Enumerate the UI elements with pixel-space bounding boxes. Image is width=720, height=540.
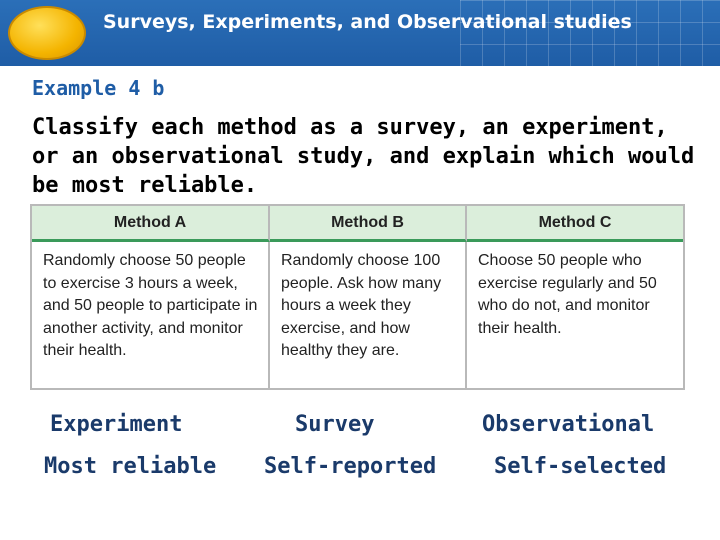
answer-method-b-type: Survey bbox=[295, 412, 375, 437]
answer-method-b-reliability: Self-reported bbox=[264, 454, 437, 479]
answer-method-a-type: Experiment bbox=[50, 412, 183, 437]
methods-table: Method A Method B Method C Randomly choo… bbox=[30, 204, 685, 390]
slide-title: Surveys, Experiments, and Observational … bbox=[103, 11, 632, 33]
instructions-text: Classify each method as a survey, an exp… bbox=[32, 115, 695, 198]
banner-oval-icon bbox=[8, 6, 86, 60]
example-label: Example 4 b bbox=[32, 76, 165, 100]
table-header-method-b: Method B bbox=[270, 206, 467, 242]
table-cell-method-b: Randomly choose 100 people. Ask how many… bbox=[270, 242, 467, 388]
table-header-method-c: Method C bbox=[467, 206, 683, 242]
banner-grid-decoration bbox=[460, 0, 720, 66]
answer-method-c-reliability: Self-selected bbox=[494, 454, 667, 479]
answer-method-a-reliability: Most reliable bbox=[44, 454, 217, 479]
table-header-method-a: Method A bbox=[32, 206, 270, 242]
title-banner: Surveys, Experiments, and Observational … bbox=[0, 0, 720, 66]
table-cell-method-c: Choose 50 people who exercise regularly … bbox=[478, 252, 657, 337]
table-cell-method-a: Randomly choose 50 people to exercise 3 … bbox=[32, 242, 270, 388]
answer-method-c-type: Observational bbox=[482, 412, 655, 437]
